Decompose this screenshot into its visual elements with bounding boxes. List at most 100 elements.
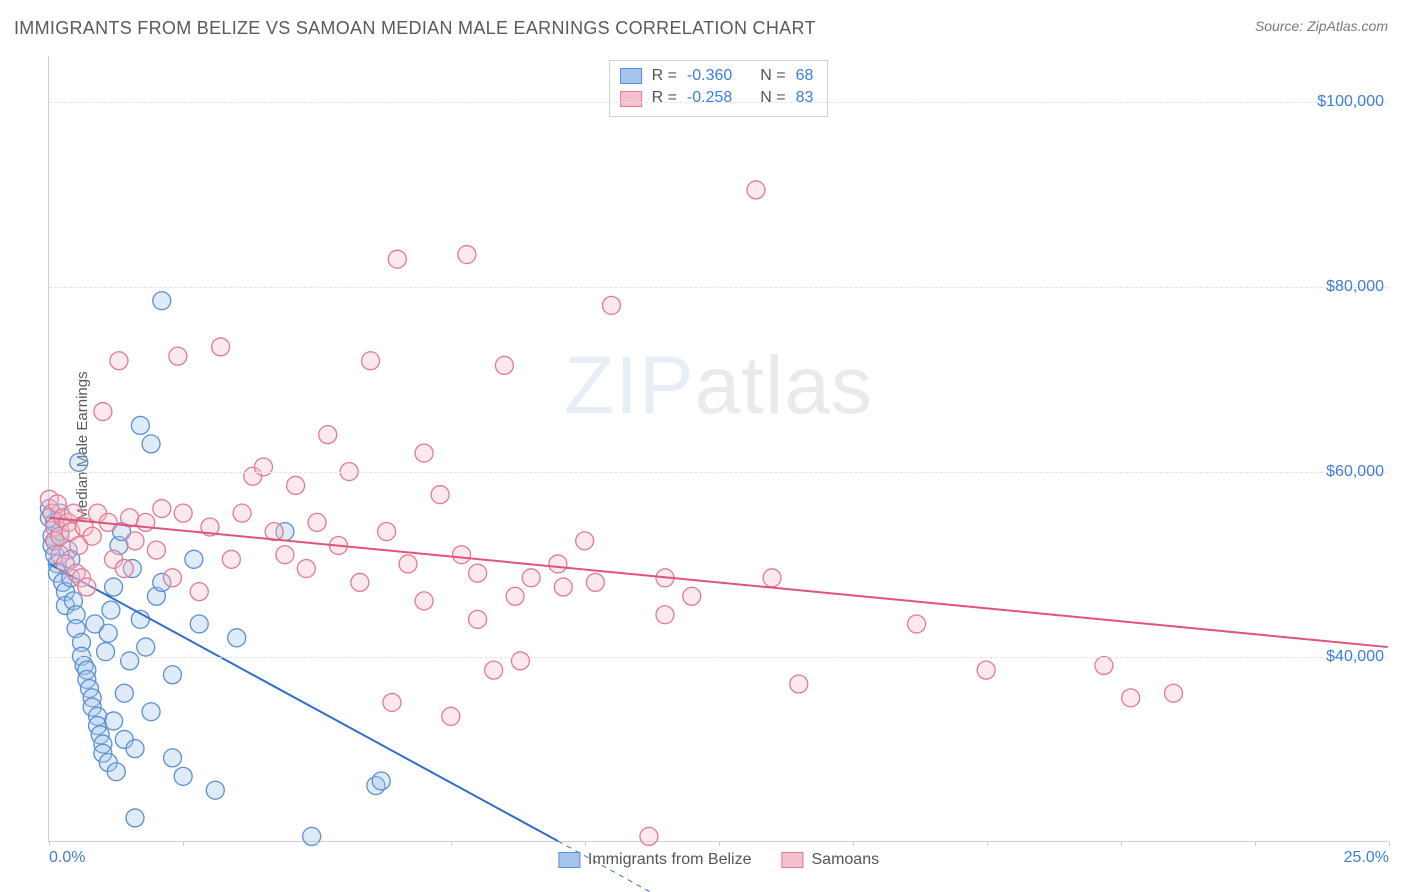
data-point bbox=[297, 560, 315, 578]
legend-item-belize: Immigrants from Belize bbox=[558, 851, 752, 869]
data-point bbox=[115, 684, 133, 702]
data-point bbox=[107, 763, 125, 781]
data-point bbox=[656, 606, 674, 624]
data-point bbox=[554, 578, 572, 596]
data-point bbox=[469, 564, 487, 582]
data-point bbox=[287, 476, 305, 494]
data-point bbox=[469, 610, 487, 628]
data-point bbox=[1122, 689, 1140, 707]
data-point bbox=[977, 661, 995, 679]
data-point bbox=[115, 560, 133, 578]
data-point bbox=[319, 426, 337, 444]
y-tick-label: $100,000 bbox=[1317, 93, 1384, 111]
svg-plot-layer bbox=[49, 56, 1388, 841]
regression-line bbox=[49, 518, 1387, 647]
data-point bbox=[640, 827, 658, 845]
x-tick-mark bbox=[1389, 841, 1390, 846]
data-point bbox=[153, 500, 171, 518]
legend-item-samoans: Samoans bbox=[782, 851, 880, 869]
data-point bbox=[222, 550, 240, 568]
data-point bbox=[190, 583, 208, 601]
data-point bbox=[388, 250, 406, 268]
data-point bbox=[169, 347, 187, 365]
data-point bbox=[1095, 657, 1113, 675]
x-tick-mark bbox=[317, 841, 318, 846]
data-point bbox=[383, 693, 401, 711]
data-point bbox=[78, 578, 96, 596]
data-point bbox=[511, 652, 529, 670]
gridline bbox=[49, 472, 1388, 473]
data-point bbox=[308, 513, 326, 531]
data-point bbox=[147, 541, 165, 559]
x-tick-mark bbox=[451, 841, 452, 846]
data-point bbox=[142, 703, 160, 721]
data-point bbox=[747, 181, 765, 199]
data-point bbox=[163, 749, 181, 767]
data-point bbox=[453, 546, 471, 564]
data-point bbox=[153, 292, 171, 310]
y-tick-label: $60,000 bbox=[1326, 463, 1384, 481]
data-point bbox=[137, 638, 155, 656]
data-point bbox=[576, 532, 594, 550]
chart-title: IMMIGRANTS FROM BELIZE VS SAMOAN MEDIAN … bbox=[14, 18, 816, 39]
data-point bbox=[99, 624, 117, 642]
data-point bbox=[206, 781, 224, 799]
data-point bbox=[102, 601, 120, 619]
data-point bbox=[105, 578, 123, 596]
data-point bbox=[190, 615, 208, 633]
data-point bbox=[431, 486, 449, 504]
data-point bbox=[142, 435, 160, 453]
plot-area: ZIPatlas R = -0.360 N = 68 R = -0.258 N … bbox=[48, 56, 1388, 842]
data-point bbox=[458, 246, 476, 264]
data-point bbox=[185, 550, 203, 568]
data-point bbox=[351, 573, 369, 591]
source-attribution: Source: ZipAtlas.com bbox=[1255, 18, 1388, 34]
data-point bbox=[254, 458, 272, 476]
data-point bbox=[522, 569, 540, 587]
x-tick-mark bbox=[1255, 841, 1256, 846]
bottom-legend: Immigrants from Belize Samoans bbox=[558, 851, 879, 869]
x-tick-mark bbox=[853, 841, 854, 846]
data-point bbox=[163, 666, 181, 684]
gridline bbox=[49, 102, 1388, 103]
x-tick-mark bbox=[49, 841, 50, 846]
gridline bbox=[49, 287, 1388, 288]
x-tick-mark bbox=[719, 841, 720, 846]
data-point bbox=[683, 587, 701, 605]
data-point bbox=[378, 523, 396, 541]
x-tick-mark bbox=[987, 841, 988, 846]
data-point bbox=[372, 772, 390, 790]
x-tick-mark bbox=[1121, 841, 1122, 846]
data-point bbox=[126, 532, 144, 550]
gridline bbox=[49, 657, 1388, 658]
data-point bbox=[174, 767, 192, 785]
legend-label-samoans: Samoans bbox=[812, 851, 880, 869]
data-point bbox=[126, 740, 144, 758]
data-point bbox=[228, 629, 246, 647]
data-point bbox=[549, 555, 567, 573]
data-point bbox=[506, 587, 524, 605]
data-point bbox=[790, 675, 808, 693]
data-point bbox=[233, 504, 251, 522]
data-point bbox=[174, 504, 192, 522]
data-point bbox=[94, 403, 112, 421]
data-point bbox=[399, 555, 417, 573]
data-point bbox=[163, 569, 181, 587]
data-point bbox=[586, 573, 604, 591]
data-point bbox=[415, 592, 433, 610]
data-point bbox=[362, 352, 380, 370]
data-point bbox=[276, 546, 294, 564]
data-point bbox=[212, 338, 230, 356]
x-tick-label: 0.0% bbox=[49, 849, 85, 867]
x-tick-mark bbox=[585, 841, 586, 846]
x-tick-label: 25.0% bbox=[1344, 849, 1389, 867]
legend-swatch-samoans bbox=[782, 852, 804, 868]
data-point bbox=[83, 527, 101, 545]
data-point bbox=[485, 661, 503, 679]
data-point bbox=[110, 352, 128, 370]
y-tick-label: $80,000 bbox=[1326, 278, 1384, 296]
data-point bbox=[602, 296, 620, 314]
legend-swatch-belize bbox=[558, 852, 580, 868]
data-point bbox=[763, 569, 781, 587]
data-point bbox=[1165, 684, 1183, 702]
